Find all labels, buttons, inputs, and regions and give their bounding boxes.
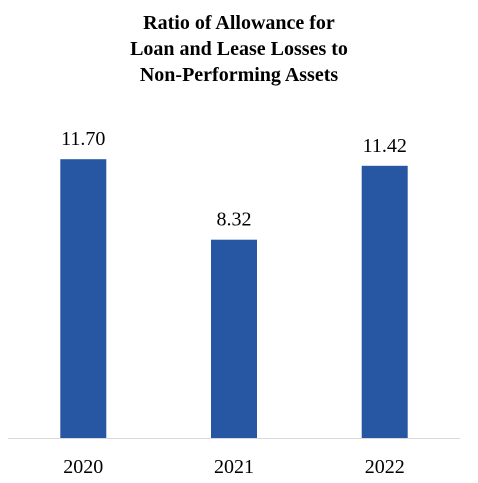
bars-group (60, 159, 408, 439)
data-label-2021: 8.32 (217, 209, 252, 231)
chart-title-line-3: Non-Performing Assets (139, 64, 339, 86)
chart-title: Ratio of Allowance for Loan and Lease Lo… (0, 10, 478, 88)
x-tick-label-2022: 2022 (365, 456, 405, 478)
chart-title-line-2: Loan and Lease Losses to (130, 38, 348, 60)
data-label-2020: 11.70 (61, 128, 105, 150)
bar-2020 (60, 159, 107, 438)
chart-title-line-1: Ratio of Allowance for (143, 12, 335, 34)
x-tick-label-2021: 2021 (214, 456, 254, 478)
bar-2021 (211, 239, 257, 438)
bar-2022 (361, 165, 408, 439)
data-label-2022: 11.42 (363, 135, 407, 157)
x-tick-label-2020: 2020 (63, 456, 103, 478)
labels-group: 11.70 2020 8.32 2021 11.42 2022 (61, 128, 407, 478)
